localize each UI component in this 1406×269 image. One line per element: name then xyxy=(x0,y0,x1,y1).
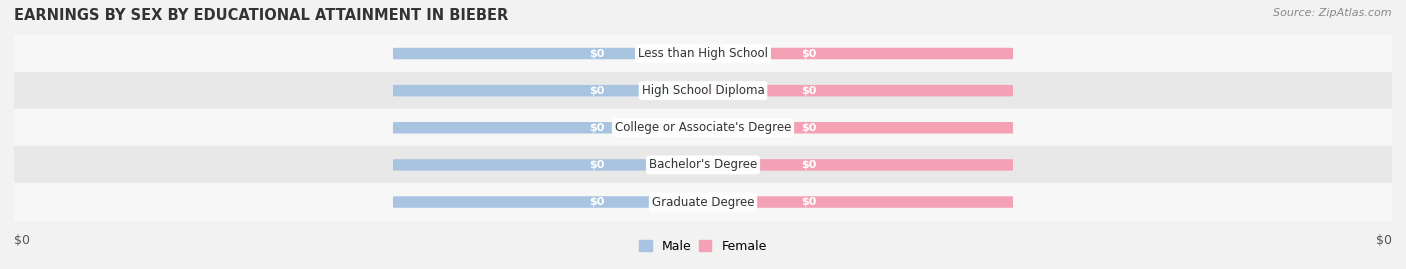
FancyBboxPatch shape xyxy=(696,159,1012,171)
Text: Bachelor's Degree: Bachelor's Degree xyxy=(650,158,756,171)
Text: Source: ZipAtlas.com: Source: ZipAtlas.com xyxy=(1274,8,1392,18)
Text: College or Associate's Degree: College or Associate's Degree xyxy=(614,121,792,134)
Text: $0: $0 xyxy=(801,86,817,96)
FancyBboxPatch shape xyxy=(696,85,1012,96)
Text: Graduate Degree: Graduate Degree xyxy=(652,196,754,208)
FancyBboxPatch shape xyxy=(696,196,1012,208)
Text: $0: $0 xyxy=(589,160,605,170)
Text: $0: $0 xyxy=(589,197,605,207)
Bar xyxy=(14,35,1392,72)
FancyBboxPatch shape xyxy=(394,122,710,133)
Text: $0: $0 xyxy=(14,235,30,247)
FancyBboxPatch shape xyxy=(394,48,710,59)
Text: $0: $0 xyxy=(801,197,817,207)
Text: $0: $0 xyxy=(589,86,605,96)
Text: $0: $0 xyxy=(801,123,817,133)
Legend: Male, Female: Male, Female xyxy=(637,237,769,255)
Text: $0: $0 xyxy=(801,48,817,59)
Bar xyxy=(14,183,1392,221)
FancyBboxPatch shape xyxy=(696,48,1012,59)
Text: $0: $0 xyxy=(589,48,605,59)
Text: Less than High School: Less than High School xyxy=(638,47,768,60)
Text: $0: $0 xyxy=(801,160,817,170)
Text: High School Diploma: High School Diploma xyxy=(641,84,765,97)
Bar xyxy=(14,146,1392,183)
Bar xyxy=(14,72,1392,109)
FancyBboxPatch shape xyxy=(696,122,1012,133)
FancyBboxPatch shape xyxy=(394,85,710,96)
FancyBboxPatch shape xyxy=(394,159,710,171)
FancyBboxPatch shape xyxy=(394,196,710,208)
Text: $0: $0 xyxy=(1376,235,1392,247)
Text: EARNINGS BY SEX BY EDUCATIONAL ATTAINMENT IN BIEBER: EARNINGS BY SEX BY EDUCATIONAL ATTAINMEN… xyxy=(14,8,509,23)
Text: $0: $0 xyxy=(589,123,605,133)
Bar xyxy=(14,109,1392,146)
